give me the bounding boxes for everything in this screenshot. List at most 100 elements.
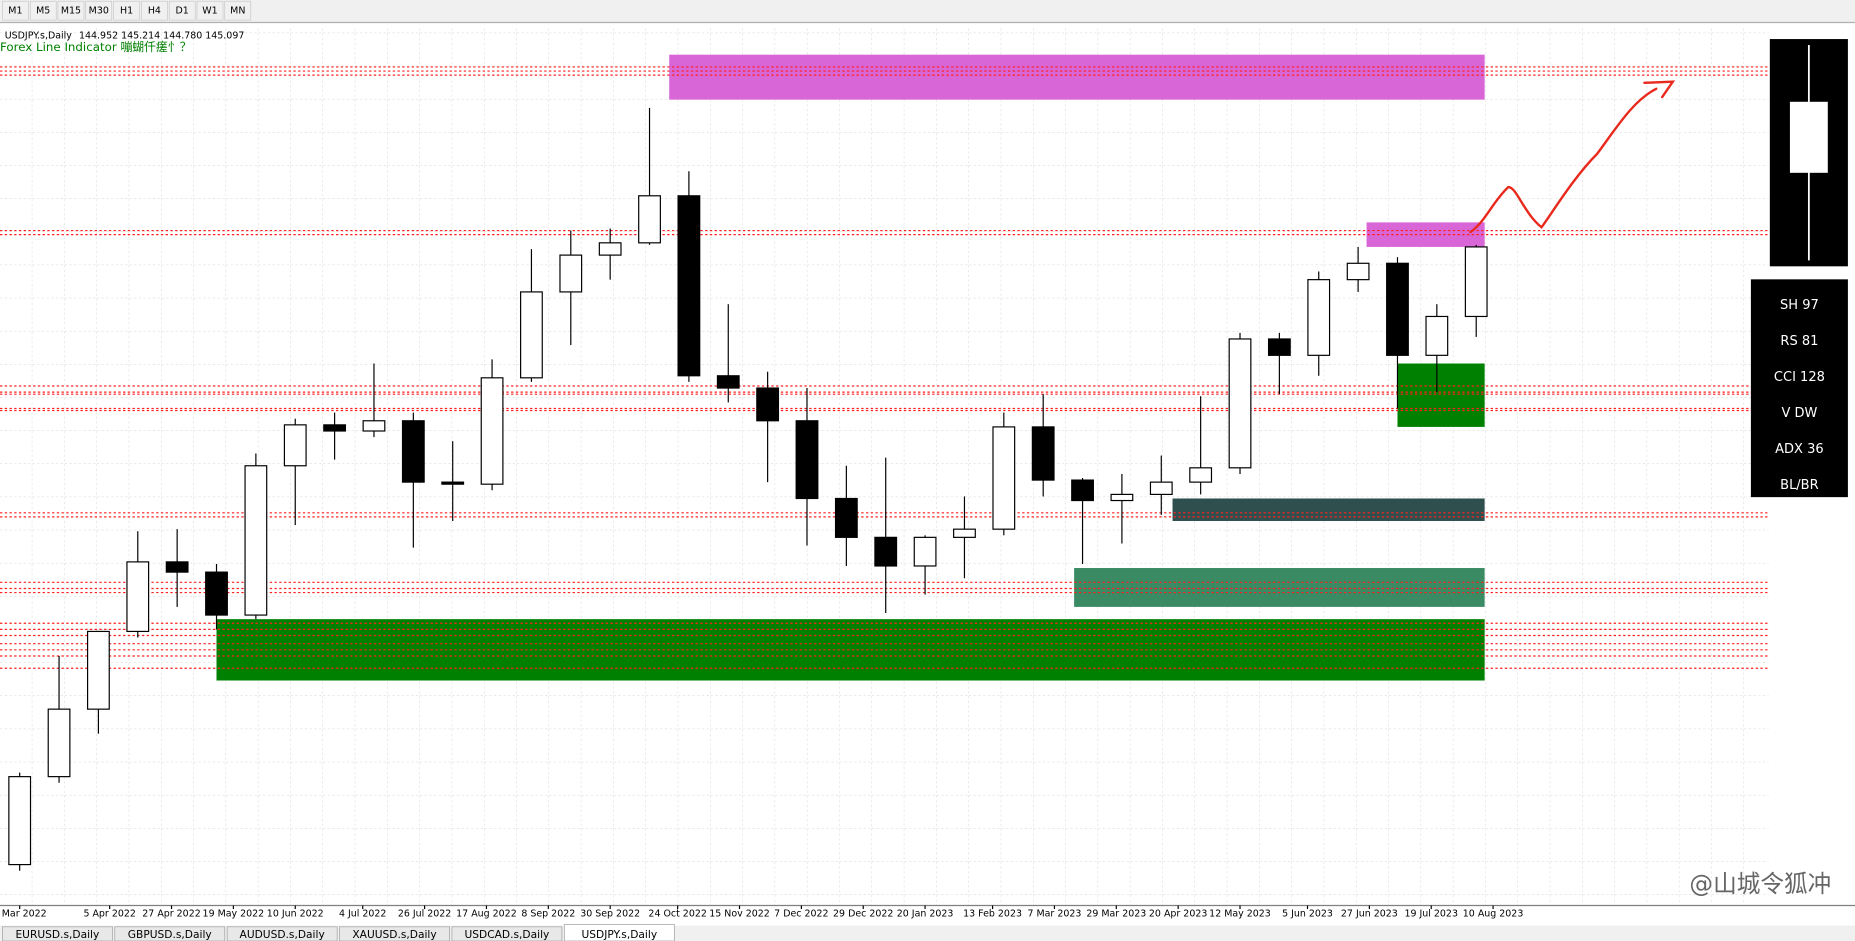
candle-body — [834, 497, 858, 538]
tab[interactable] — [226, 926, 338, 941]
x-tick-label: 24 Oct 2022 — [648, 908, 706, 919]
x-tick-label: 30 Sep 2022 — [580, 908, 640, 919]
tab-label[interactable]: XAUUSD.s,Daily — [352, 928, 436, 941]
zone — [1172, 498, 1485, 521]
timeframe-button[interactable] — [29, 0, 57, 21]
x-tick-label: 4 Mar 2022 — [0, 908, 47, 919]
timeframe-label[interactable]: M5 — [36, 6, 50, 17]
timeframe-button[interactable] — [2, 0, 29, 21]
timeframe-label[interactable]: M30 — [89, 6, 109, 17]
tab-label[interactable]: GBPUSD.s,Daily — [128, 928, 212, 941]
candle-body — [1425, 315, 1449, 356]
candle-body — [126, 561, 150, 633]
ohlc: 144.952 145.214 144.780 145.097 — [79, 30, 244, 41]
candle-body — [1307, 279, 1331, 356]
candle-body — [362, 420, 386, 432]
indicator-value: V DW — [1781, 406, 1817, 421]
tab-label[interactable]: AUDUSD.s,Daily — [240, 928, 325, 941]
candle-body — [992, 426, 1016, 530]
tab[interactable] — [451, 926, 563, 941]
tab-label[interactable]: USDCAD.s,Daily — [465, 928, 550, 941]
x-tick-label: 29 Mar 2023 — [1086, 908, 1146, 919]
toolbar — [0, 0, 1855, 23]
candle-body — [401, 420, 425, 483]
x-tick-label: 7 Dec 2022 — [774, 908, 828, 919]
tab[interactable] — [339, 926, 450, 941]
candle-body — [205, 571, 228, 616]
candle-body — [638, 195, 661, 244]
tab-label[interactable]: USDJPY.s,Daily — [582, 928, 658, 941]
x-tick-label: 19 May 2022 — [203, 908, 265, 919]
candle-body — [559, 254, 583, 293]
timeframe-button[interactable] — [57, 0, 85, 21]
timeframe-label[interactable]: MN — [230, 6, 245, 17]
tab[interactable] — [2, 926, 113, 941]
candle-body — [47, 708, 71, 778]
timeframe-button[interactable] — [85, 0, 113, 21]
plot — [0, 54, 1769, 871]
candle-icon-body — [1789, 101, 1828, 173]
x-tick-label: 27 Apr 2022 — [142, 908, 200, 919]
candle-body — [1071, 479, 1094, 502]
candle-body — [1464, 246, 1488, 318]
symbol: USDJPY.s,Daily 144.952 145.214 144.780 14… — [5, 30, 245, 41]
timeframe-button[interactable] — [113, 0, 140, 21]
indicator-value: BL/BR — [1780, 478, 1818, 493]
timeframe-label[interactable]: D1 — [176, 6, 189, 17]
candle-body — [1189, 467, 1213, 483]
candle-body — [244, 465, 268, 616]
indicator-values: SH 97 RS 81 CCI 128 V DW ADX 36 BL/BR — [1774, 298, 1825, 493]
candle-body — [598, 242, 622, 256]
candle-body — [874, 536, 898, 567]
x-tick-label: 5 Apr 2022 — [83, 908, 135, 919]
timeframe-label[interactable]: H4 — [148, 6, 161, 17]
timeframe-button[interactable] — [168, 0, 196, 21]
candle-body — [1267, 338, 1291, 356]
indicator-value: ADX 36 — [1775, 442, 1823, 457]
symbol-name: USDJPY.s,Daily — [5, 30, 73, 41]
candle-body — [441, 481, 465, 485]
timeframe-label[interactable]: M1 — [8, 6, 22, 17]
candle-body — [1386, 262, 1409, 356]
x-tick-label: 17 Aug 2022 — [456, 908, 517, 919]
x-tick-label: 7 Mar 2023 — [1027, 908, 1081, 919]
candle-body — [1031, 426, 1055, 481]
candle-body — [756, 387, 780, 422]
candle-body — [283, 424, 307, 467]
timeframe-button[interactable] — [141, 0, 168, 21]
x-tick-label: 20 Jan 2023 — [897, 908, 954, 919]
x-tick-label: 12 May 2023 — [1209, 908, 1271, 919]
candle-body — [716, 375, 740, 389]
x-tick-label: 19 Jul 2023 — [1404, 908, 1458, 919]
candle-body — [913, 536, 937, 567]
candle-body — [795, 420, 819, 500]
tabs: EURUSD.s,Daily GBPUSD.s,Daily AUDUSD.s,Dai… — [2, 924, 675, 941]
timeframe-button[interactable] — [224, 0, 252, 21]
candle-body — [520, 291, 543, 379]
candle-body — [323, 424, 347, 432]
indicator-value: SH 97 — [1780, 298, 1819, 313]
x-tick-label: 27 Jun 2023 — [1341, 908, 1398, 919]
x-tick-label: 26 Jul 2022 — [398, 908, 452, 919]
tab-label[interactable]: EURUSD.s,Daily — [15, 928, 99, 941]
indicator-panel — [1750, 279, 1848, 498]
timeframe-label[interactable]: H1 — [120, 6, 133, 17]
x-tick-label: 29 Dec 2022 — [833, 908, 893, 919]
x-tick-label: 10 Jun 2022 — [267, 908, 324, 919]
timeframe-label[interactable]: M15 — [61, 6, 81, 17]
timeframe-button[interactable] — [196, 0, 224, 21]
tab[interactable] — [114, 926, 226, 941]
candle-body — [953, 528, 976, 538]
tab-active[interactable] — [563, 924, 675, 941]
candle-body — [165, 561, 189, 573]
zone — [669, 54, 1485, 100]
indicator-value: RS 81 — [1780, 334, 1818, 349]
candle-body — [1110, 493, 1134, 502]
timeframe-label[interactable]: W1 — [202, 6, 217, 17]
x-tick-label: 20 Apr 2023 — [1149, 908, 1207, 919]
candle-body — [1149, 481, 1173, 495]
candle-body — [86, 630, 110, 710]
x-tick-label: 10 Aug 2023 — [1463, 908, 1524, 919]
